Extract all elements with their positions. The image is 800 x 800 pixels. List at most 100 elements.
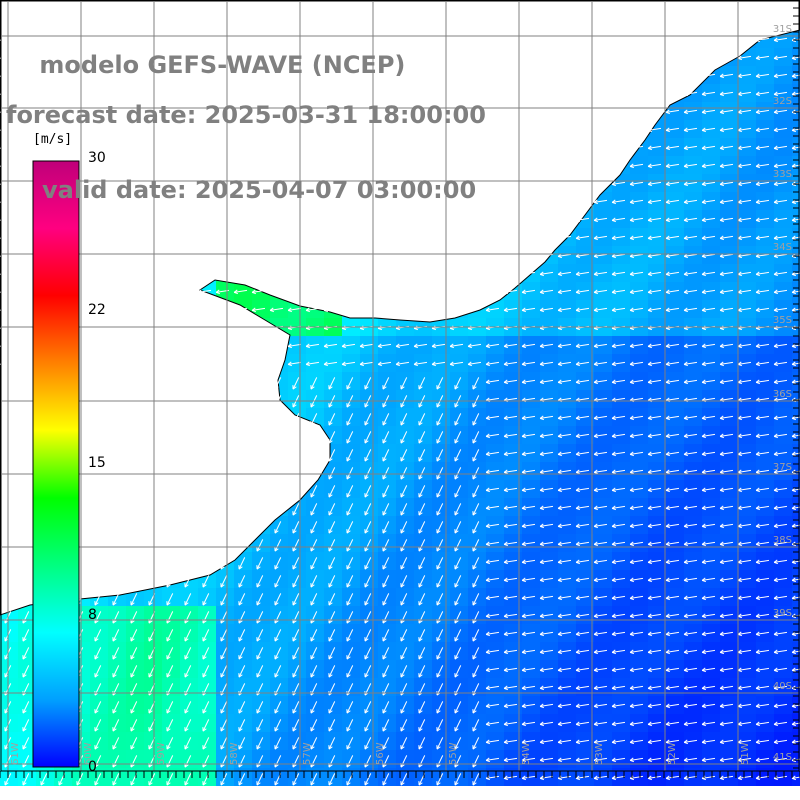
latitude-label: 32S: [773, 96, 792, 107]
wind-arrow: [647, 37, 662, 43]
wind-cell: [792, 390, 800, 408]
wind-arrow: [35, 73, 50, 79]
latitude-label: 35S: [773, 315, 792, 326]
wind-cell: [792, 498, 800, 516]
wind-arrow: [53, 37, 68, 43]
wind-cell: [792, 120, 800, 138]
wind-arrow: [377, 55, 392, 61]
colorbar-tick-label: 0: [88, 759, 97, 775]
wind-cell: [792, 642, 800, 660]
wind-arrow: [395, 37, 410, 43]
wind-arrow: [701, 55, 716, 61]
longitude-label: 56W: [375, 742, 386, 765]
wind-cell: [792, 354, 800, 372]
wind-arrow: [377, 37, 392, 43]
wind-arrow: [71, 55, 86, 61]
wind-cell: [792, 588, 800, 606]
title-forecast-date: forecast date: 2025-03-31 18:00:00: [6, 101, 486, 129]
wind-arrow: [89, 55, 104, 61]
title-valid-date: valid date: 2025-04-07 03:00:00: [42, 176, 477, 204]
wind-arrow: [467, 37, 482, 43]
wind-cell: [792, 426, 800, 444]
wind-arrow: [665, 37, 680, 43]
wind-cell: [792, 210, 800, 228]
wind-arrow: [125, 37, 140, 43]
wind-arrow: [107, 37, 122, 43]
colorbar-unit: [m/s]: [33, 132, 73, 147]
wind-arrow: [575, 37, 590, 43]
wind-cell: [792, 48, 800, 66]
latitude-label: 41S: [773, 752, 792, 763]
wind-arrow: [125, 55, 140, 61]
wind-arrow: [647, 55, 662, 61]
wind-cell: [792, 552, 800, 570]
wind-arrow: [35, 37, 50, 43]
wind-cell: [792, 696, 800, 714]
wind-arrow: [161, 55, 176, 61]
latitude-label: 39S: [773, 608, 792, 619]
wind-arrow: [773, 37, 788, 43]
wind-cell: [792, 372, 800, 390]
wind-arrow: [719, 55, 734, 61]
wind-cell: [792, 138, 800, 156]
wind-arrow: [719, 37, 734, 43]
wind-arrow: [395, 55, 410, 61]
wind-arrow: [251, 55, 266, 61]
wind-arrow: [539, 55, 554, 61]
longitude-label: 53W: [594, 742, 605, 765]
wind-cell: [792, 750, 800, 768]
latitude-label: 37S: [773, 462, 792, 473]
wind-arrow: [521, 55, 536, 61]
wind-arrow: [521, 37, 536, 43]
wind-arrow: [665, 55, 680, 61]
wind-arrow: [287, 55, 302, 61]
latitude-label: 33S: [773, 169, 792, 180]
wind-arrow: [593, 55, 608, 61]
longitude-label: 55W: [448, 742, 459, 765]
longitude-label: 54W: [521, 742, 532, 765]
longitude-label: 57W: [302, 742, 313, 765]
colorbar-tick-label: 30: [88, 150, 106, 166]
wind-arrow: [629, 55, 644, 61]
wind-cell: [792, 606, 800, 624]
wind-arrow: [485, 55, 500, 61]
wind-arrow: [53, 55, 68, 61]
map-title: modelo GEFS-WAVE (NCEP) forecast date: 2…: [6, 28, 486, 253]
wind-arrow: [449, 55, 464, 61]
wind-arrow: [701, 37, 716, 43]
wind-arrow: [557, 37, 572, 43]
wind-cell: [792, 534, 800, 552]
latitude-label: 34S: [773, 242, 792, 253]
wind-arrow: [341, 37, 356, 43]
wind-arrow: [341, 55, 356, 61]
wind-arrow: [143, 73, 158, 79]
wind-cell: [792, 282, 800, 300]
wind-arrow: [179, 37, 194, 43]
wind-cell: [792, 732, 800, 750]
wind-arrow: [413, 55, 428, 61]
wind-cell: [792, 714, 800, 732]
wind-arrow: [17, 73, 32, 79]
wind-arrow: [197, 37, 212, 43]
wind-arrow: [359, 37, 374, 43]
wind-cell: [792, 660, 800, 678]
longitude-label: 51W: [740, 742, 751, 765]
wind-cell: [792, 444, 800, 462]
colorbar-tick-label: 8: [88, 607, 97, 623]
wind-arrow: [71, 73, 86, 79]
wind-arrow: [593, 37, 608, 43]
wind-arrow: [737, 55, 752, 61]
wind-arrow: [557, 55, 572, 61]
wind-cell: [792, 678, 800, 696]
wind-arrow: [179, 55, 194, 61]
wind-arrow: [305, 37, 320, 43]
wind-arrow: [611, 55, 626, 61]
wind-arrow: [35, 55, 50, 61]
wind-arrow: [251, 37, 266, 43]
wind-arrow: [89, 73, 104, 79]
wind-arrow: [17, 55, 32, 61]
wind-arrow: [737, 37, 752, 43]
wind-arrow: [17, 37, 32, 43]
wind-arrow: [773, 55, 788, 61]
wind-arrow: [233, 55, 248, 61]
